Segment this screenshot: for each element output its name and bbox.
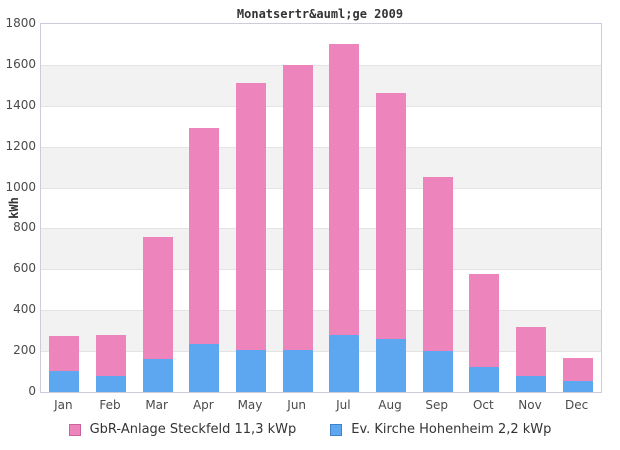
legend: GbR-Anlage Steckfeld 11,3 kWp Ev. Kirche …	[0, 422, 620, 437]
legend-marker-icon	[68, 423, 81, 436]
y-tick-label: 1400	[5, 97, 36, 112]
bar-segment-jul-top	[329, 44, 360, 335]
x-tick-label-feb: Feb	[99, 398, 121, 412]
legend-item: GbR-Anlage Steckfeld 11,3 kWp	[68, 422, 297, 437]
plot-band	[41, 187, 601, 229]
bar-segment-aug-bottom	[376, 338, 406, 392]
bar-segment-apr-top	[189, 128, 220, 344]
bar-segment-may-top	[236, 83, 266, 351]
y-tick-label: 200	[13, 343, 36, 358]
bar-segment-jul-bottom	[329, 334, 360, 392]
y-tick-label: 0	[28, 384, 36, 398]
bar-segment-mar-bottom	[142, 359, 173, 392]
x-tick-label-jan: Jan	[54, 398, 73, 412]
gridline	[41, 64, 601, 66]
bar-segment-aug-top	[376, 92, 406, 339]
bar-segment-jan-top	[49, 335, 80, 371]
plot-band	[41, 105, 601, 147]
x-tick-label-oct: Oct	[472, 398, 494, 412]
x-tick-label-aug: Aug	[378, 398, 402, 412]
plot-band	[41, 64, 601, 106]
x-tick-label-may: May	[237, 398, 263, 412]
legend-item: Ev. Kirche Hohenheim 2,2 kWp	[330, 422, 551, 437]
x-tick-label-nov: Nov	[518, 398, 542, 412]
y-tick-label: 1200	[5, 138, 36, 153]
gridline	[41, 146, 601, 148]
plot-band	[41, 310, 601, 352]
bar-segment-feb-top	[96, 334, 126, 376]
y-tick-label: 800	[13, 220, 36, 235]
bar-segment-jun-bottom	[282, 350, 313, 392]
gridline	[41, 351, 601, 353]
bar-segment-apr-bottom	[189, 343, 220, 392]
bar-segment-oct-bottom	[469, 367, 500, 392]
plot-band	[41, 24, 601, 65]
gridline	[41, 269, 601, 271]
bar-segment-feb-bottom	[96, 375, 126, 392]
y-tick-label: 1000	[5, 179, 36, 194]
plot-band	[41, 269, 601, 311]
bar-segment-nov-bottom	[516, 375, 546, 392]
y-tick-label: 600	[13, 261, 36, 276]
legend-label: GbR-Anlage Steckfeld 11,3 kWp	[89, 422, 297, 437]
bar-segment-dec-bottom	[562, 380, 593, 392]
gridline	[41, 228, 601, 230]
x-tick-label-dec: Dec	[565, 398, 589, 412]
gridline	[41, 187, 601, 189]
legend-marker-icon	[330, 423, 343, 436]
y-tick-label: 400	[13, 302, 36, 317]
bar-segment-sep-bottom	[422, 351, 453, 392]
plot-area	[40, 23, 602, 393]
gridline	[41, 105, 601, 107]
x-tick-label-apr: Apr	[192, 398, 214, 412]
bar-segment-nov-top	[516, 326, 546, 376]
gridline	[41, 310, 601, 312]
bar-segment-dec-top	[562, 358, 593, 381]
bar-segment-may-bottom	[236, 350, 266, 392]
bar-segment-mar-top	[142, 236, 173, 360]
plot-band	[41, 228, 601, 270]
chart-title: Monatsertr&auml;ge 2009	[236, 7, 404, 21]
y-tick-label: 1800	[5, 16, 36, 30]
x-tick-label-jul: Jul	[336, 398, 351, 412]
bar-segment-sep-top	[422, 177, 453, 352]
plot-band	[41, 351, 601, 392]
x-tick-label-jun: Jun	[287, 398, 307, 412]
y-tick-label: 1600	[5, 56, 36, 71]
x-tick-label-sep: Sep	[425, 398, 448, 412]
bar-segment-oct-top	[469, 274, 500, 368]
legend-label: Ev. Kirche Hohenheim 2,2 kWp	[351, 422, 552, 437]
plot-band	[41, 146, 601, 188]
bar-segment-jan-bottom	[49, 370, 80, 392]
bar-segment-jun-top	[282, 64, 313, 351]
x-tick-label-mar: Mar	[145, 398, 168, 412]
